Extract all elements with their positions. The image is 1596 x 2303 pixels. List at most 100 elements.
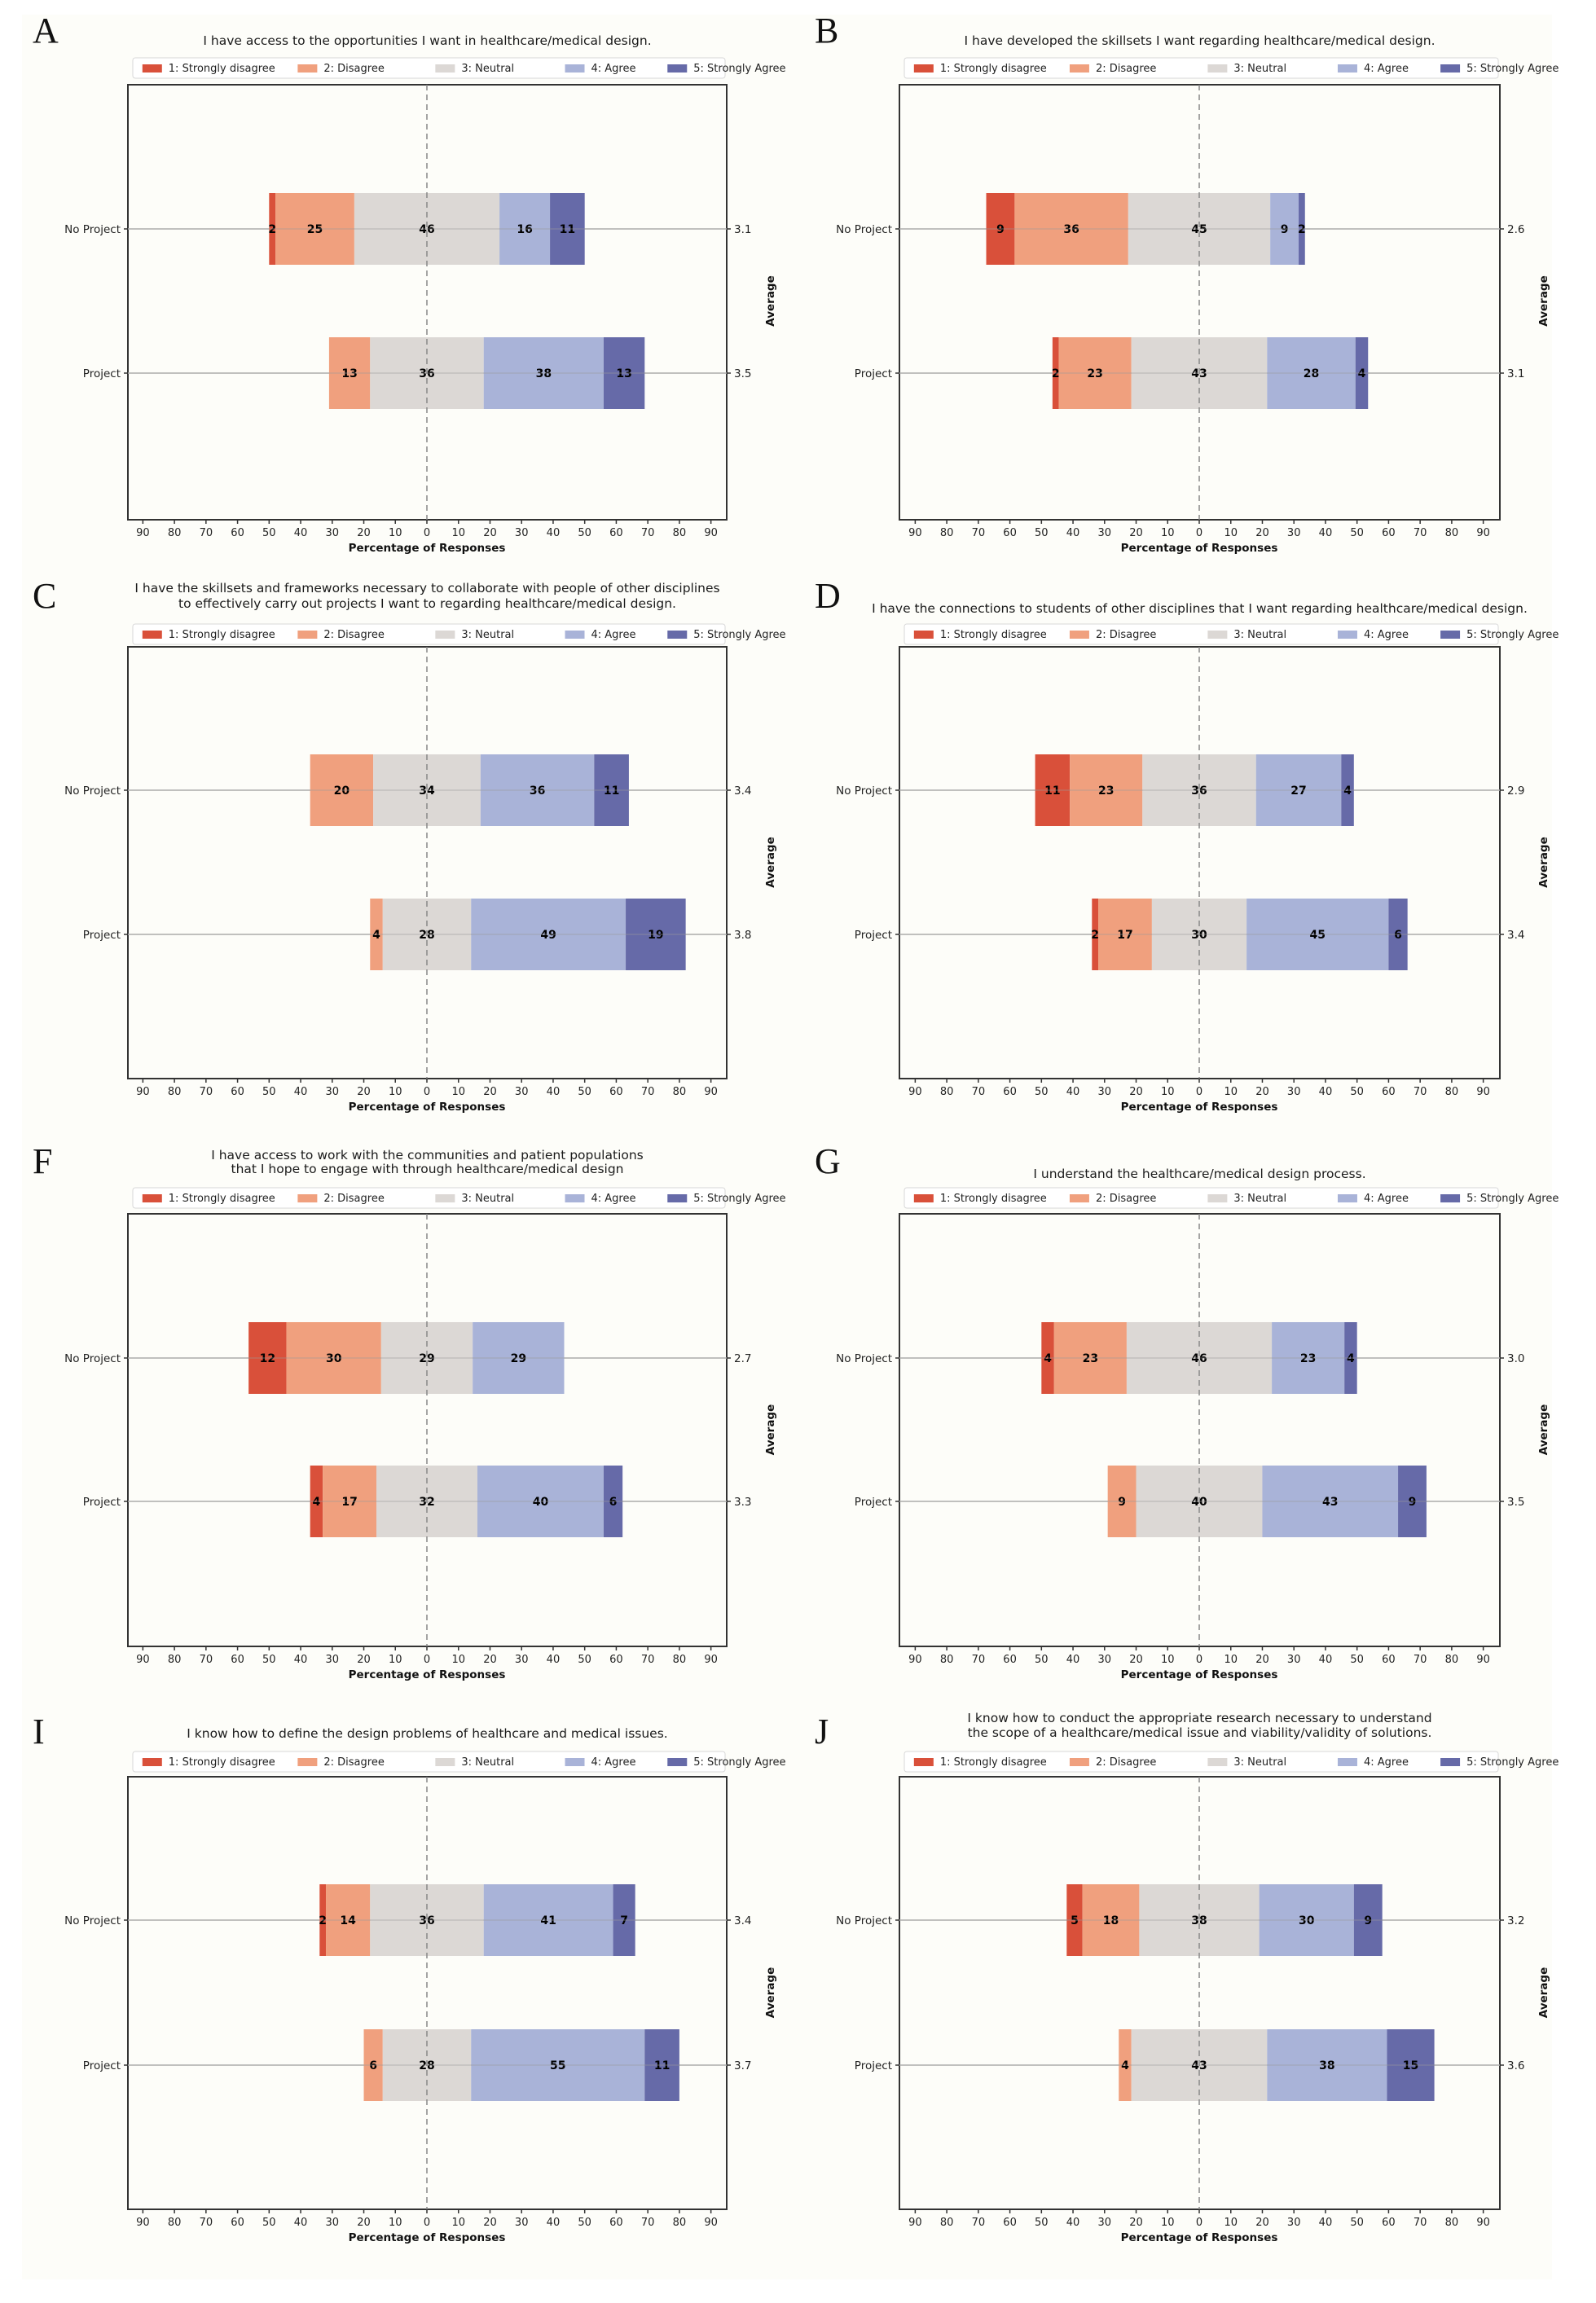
chart-title: I know how to conduct the appropriate re… xyxy=(967,1711,1431,1725)
x-axis-label: Percentage of Responses xyxy=(349,542,506,555)
panel-a: A I have access to the opportunities I wa… xyxy=(33,11,786,555)
x-tick-label: 60 xyxy=(609,1086,623,1098)
x-tick-label: 60 xyxy=(231,1086,244,1098)
x-tick-label: 50 xyxy=(262,1086,276,1098)
panel-letter: F xyxy=(33,1141,52,1181)
category-label: Project xyxy=(855,367,892,380)
legend: 1: Strongly disagree 2: Disagree 3: Neutra… xyxy=(132,57,786,79)
legend-label-5: 5: Strongly Agree xyxy=(1466,1193,1559,1205)
bar-value-label: 14 xyxy=(340,1914,356,1927)
legend: 1: Strongly disagree 2: Disagree 3: Neutra… xyxy=(904,1187,1559,1209)
bar-value-label: 6 xyxy=(369,2059,377,2072)
legend-label-2: 2: Disagree xyxy=(1096,63,1156,75)
bar-value-label: 17 xyxy=(1117,929,1132,942)
bar-value-label: 27 xyxy=(1290,785,1306,798)
legend-swatch-3 xyxy=(435,1194,455,1202)
bar-value-label: 36 xyxy=(1191,785,1207,798)
chart-title: the scope of a healthcare/medical issue … xyxy=(968,1725,1432,1740)
legend-swatch-3 xyxy=(1207,1194,1228,1202)
bar-value-label: 17 xyxy=(341,1496,357,1509)
x-tick-label: 90 xyxy=(1476,1654,1490,1666)
x-tick-label: 10 xyxy=(451,2217,465,2229)
average-value: 2.6 xyxy=(1507,223,1524,236)
x-axis-label: Percentage of Responses xyxy=(349,1101,506,1114)
x-tick-label: 10 xyxy=(389,527,402,539)
x-tick-label: 10 xyxy=(1224,1654,1238,1666)
x-tick-label: 90 xyxy=(136,527,150,539)
x-axis-label: Percentage of Responses xyxy=(1121,542,1278,555)
bar-value-label: 2 xyxy=(319,1914,327,1927)
x-tick-label: 10 xyxy=(1224,1086,1238,1098)
legend-swatch-4 xyxy=(1337,1194,1357,1202)
average-value: 3.5 xyxy=(1507,1496,1524,1509)
x-tick-label: 50 xyxy=(1035,1086,1049,1098)
x-tick-label: 0 xyxy=(424,2217,430,2229)
x-tick-label: 20 xyxy=(357,2217,371,2229)
bar-value-label: 9 xyxy=(996,223,1005,236)
legend-swatch-5 xyxy=(667,631,688,639)
bar-value-label: 49 xyxy=(540,929,556,942)
category-label: No Project xyxy=(836,223,892,236)
x-tick-label: 80 xyxy=(1445,1086,1459,1098)
legend-frame xyxy=(132,57,726,79)
x-tick-label: 40 xyxy=(1066,1086,1080,1098)
x-tick-label: 40 xyxy=(294,2217,308,2229)
legend-label-1: 1: Strongly disagree xyxy=(940,1756,1047,1769)
legend-label-4: 4: Agree xyxy=(1364,1756,1409,1769)
bar-value-label: 38 xyxy=(1191,1914,1207,1927)
bar-value-label: 11 xyxy=(1044,785,1060,798)
x-tick-label: 60 xyxy=(1382,1086,1396,1098)
x-tick-label: 50 xyxy=(1035,1654,1049,1666)
panel-letter: C xyxy=(33,576,56,616)
bar-value-label: 18 xyxy=(1103,1914,1119,1927)
bar-value-label: 40 xyxy=(533,1496,549,1509)
legend-swatch-3 xyxy=(1207,1758,1228,1766)
x-tick-label: 50 xyxy=(1350,527,1364,539)
chart-title: to effectively carry out projects I want… xyxy=(178,596,676,611)
legend-swatch-1 xyxy=(913,64,934,73)
legend-label-3: 3: Neutral xyxy=(461,1193,514,1205)
x-tick-label: 10 xyxy=(451,1086,465,1098)
category-label: Project xyxy=(83,929,121,942)
legend-label-4: 4: Agree xyxy=(591,1756,636,1769)
x-tick-label: 0 xyxy=(424,527,430,539)
legend-label-2: 2: Disagree xyxy=(1096,629,1156,641)
x-tick-label: 20 xyxy=(1255,1654,1269,1666)
x-tick-label: 30 xyxy=(1098,1086,1112,1098)
x-tick-label: 50 xyxy=(1350,1086,1364,1098)
bar-value-label: 23 xyxy=(1098,785,1114,798)
legend-swatch-1 xyxy=(142,631,162,639)
legend-label-1: 1: Strongly disagree xyxy=(169,1756,275,1769)
legend: 1: Strongly disagree 2: Disagree 3: Neutra… xyxy=(132,1187,786,1209)
x-tick-label: 80 xyxy=(1445,1654,1459,1666)
chart-title: I understand the healthcare/medical desi… xyxy=(1033,1167,1365,1181)
x-tick-label: 50 xyxy=(1350,1654,1364,1666)
x-tick-label: 40 xyxy=(1066,1654,1080,1666)
x-tick-label: 20 xyxy=(357,1654,371,1666)
bar-value-label: 23 xyxy=(1087,367,1102,380)
x-tick-label: 80 xyxy=(673,527,687,539)
x-tick-label: 70 xyxy=(200,527,213,539)
x-tick-label: 80 xyxy=(673,2217,687,2229)
bar-value-label: 4 xyxy=(313,1496,321,1509)
legend-frame xyxy=(904,57,1499,79)
legend-swatch-2 xyxy=(297,64,318,73)
x-tick-label: 70 xyxy=(641,1086,655,1098)
bar-value-label: 13 xyxy=(341,367,357,380)
x-tick-label: 10 xyxy=(1224,527,1238,539)
panel-letter: J xyxy=(815,1712,829,1751)
bar-value-label: 15 xyxy=(1403,2059,1418,2072)
x-tick-label: 90 xyxy=(908,2217,922,2229)
legend-swatch-4 xyxy=(565,1194,585,1202)
x-tick-label: 10 xyxy=(1161,527,1175,539)
bar-value-label: 2 xyxy=(268,223,276,236)
x-tick-label: 10 xyxy=(1161,1654,1175,1666)
legend-swatch-3 xyxy=(435,64,455,73)
bar-value-label: 29 xyxy=(419,1352,434,1365)
category-label: No Project xyxy=(836,1352,892,1365)
x-tick-label: 90 xyxy=(136,1654,150,1666)
legend-frame xyxy=(132,1187,726,1209)
average-value: 3.4 xyxy=(734,785,751,798)
x-tick-label: 80 xyxy=(673,1086,687,1098)
x-tick-label: 70 xyxy=(641,527,655,539)
